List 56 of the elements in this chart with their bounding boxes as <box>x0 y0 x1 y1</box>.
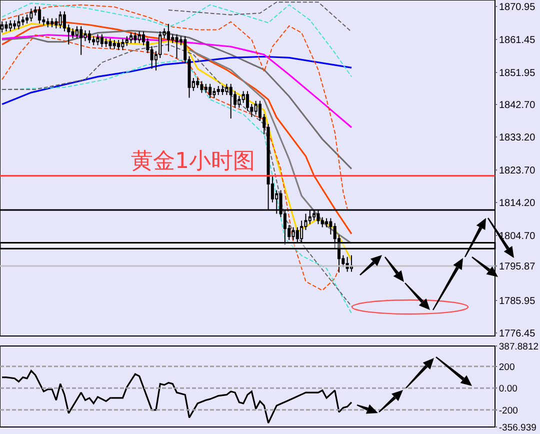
candlestick <box>96 34 100 46</box>
candlestick <box>175 34 178 59</box>
y-tick-label: 1823.70 <box>499 165 536 176</box>
candlestick <box>212 88 216 99</box>
candlestick <box>50 18 54 28</box>
candlestick <box>8 20 12 32</box>
candlestick <box>166 23 170 52</box>
y-tick-label: 1776.45 <box>499 328 536 340</box>
y-tick-label: 1795.87 <box>499 262 536 272</box>
line-series <box>1 56 352 106</box>
candlestick <box>4 20 8 32</box>
candlestick <box>100 34 104 48</box>
candlestick <box>196 78 200 89</box>
candlestick <box>30 8 33 22</box>
candlestick <box>117 40 120 51</box>
y-tick-label: 1861.45 <box>499 35 536 46</box>
candlestick <box>138 30 141 44</box>
annotation: 黄金1小时图 <box>131 149 255 174</box>
candlestick <box>88 30 91 44</box>
candlestick <box>134 32 137 44</box>
y-tick-label: 1870.95 <box>499 2 536 14</box>
candlestick <box>130 32 133 44</box>
candlestick <box>108 38 112 50</box>
y-tick-label: 200 <box>498 362 515 373</box>
y-tick-label: 0.00 <box>498 384 518 395</box>
candlestick <box>200 80 204 94</box>
candlestick <box>208 83 212 99</box>
line-series <box>2 4 348 210</box>
y-tick-label: -200 <box>498 405 518 416</box>
line-series <box>168 2 352 32</box>
candlestick <box>292 226 295 240</box>
line-series <box>1 30 352 170</box>
candlestick <box>21 16 24 26</box>
y-tick-label: 1833.20 <box>499 132 536 144</box>
candlestick <box>216 85 220 96</box>
y-tick-label: 387.8812 <box>498 341 539 352</box>
y-tick-label: 1785.95 <box>499 296 536 307</box>
candlestick <box>58 10 62 29</box>
y-tick-label: 1851.95 <box>499 68 536 79</box>
line-series <box>1 34 352 128</box>
y-tick-label: 1842.70 <box>499 100 536 111</box>
candlestick <box>221 85 224 96</box>
candlestick <box>17 14 20 30</box>
y-tick-label: 1814.20 <box>499 198 536 210</box>
candlestick <box>350 254 354 272</box>
candlestick <box>229 83 232 119</box>
candlestick <box>104 38 108 48</box>
candlestick <box>46 18 50 28</box>
line-series <box>188 48 352 244</box>
candlestick <box>121 38 124 51</box>
candlestick <box>38 6 42 24</box>
candlestick <box>80 26 83 56</box>
candlestick <box>125 36 128 46</box>
y-tick-label: -356.939 <box>498 422 536 434</box>
line-series <box>2 2 352 78</box>
candlestick <box>112 40 116 50</box>
